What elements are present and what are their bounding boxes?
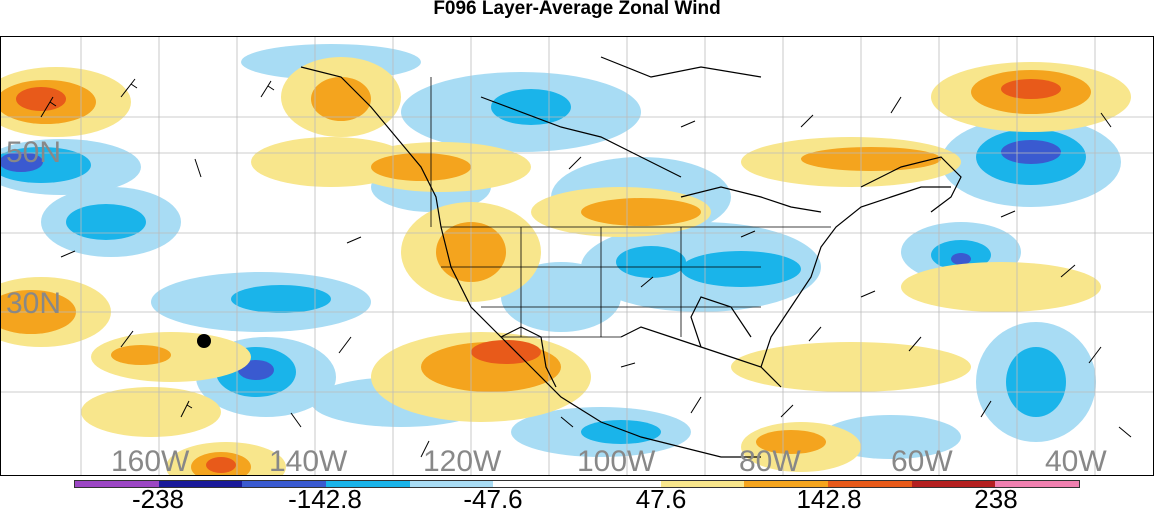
graticule [1,37,1153,475]
colorbar-segment [828,481,912,487]
colorbar-segment [660,481,745,487]
colorbar-segment [242,481,327,487]
wind-barbs [40,78,1132,458]
colorbar-label-47-6: 47.6 [635,484,687,514]
lon-label-100w: 100W [577,445,656,476]
map-panel: 50N 30N 160W 140W 120W 100W 80W 60W 40W [0,36,1154,476]
colorbar-segment [995,481,1080,487]
colorbar-segment [409,481,494,487]
lon-label-60w: 60W [891,445,953,476]
lon-label-40w: 40W [1045,445,1107,476]
lat-label-30n: 30N [6,287,62,320]
zonal-wind-contours [1,44,1131,475]
colorbar-segment [75,481,159,487]
colorbar-label-142-8: 142.8 [796,484,862,514]
lon-label-160w: 160W [111,445,190,476]
colorbar-segment [577,481,661,487]
lon-label-140w: 140W [269,445,348,476]
map-title: F096 Layer-Average Zonal Wind [433,0,721,19]
colorbar-segment [744,481,829,487]
lon-label-80w: 80W [739,445,801,476]
positive-wind-peaks [16,79,1061,473]
political-borders [430,77,831,338]
coastlines [300,56,962,458]
colorbar-segment [911,481,996,487]
lon-label-120w: 120W [423,445,502,476]
location-marker [197,334,211,348]
lat-label-50n: 50N [6,136,62,169]
colorbar-segment [158,481,243,487]
colorbar-label-neg-142-8: -142.8 [288,484,362,514]
colorbar [74,480,1080,488]
colorbar-label-238: 238 [974,484,1018,514]
colorbar-segment [326,481,410,487]
colorbar-label-neg-47-6: -47.6 [463,484,523,514]
wind-map [1,37,1153,475]
negative-wind-peaks [1,140,1061,380]
colorbar-label-neg-238: -238 [131,484,185,514]
colorbar-segment [493,481,578,487]
